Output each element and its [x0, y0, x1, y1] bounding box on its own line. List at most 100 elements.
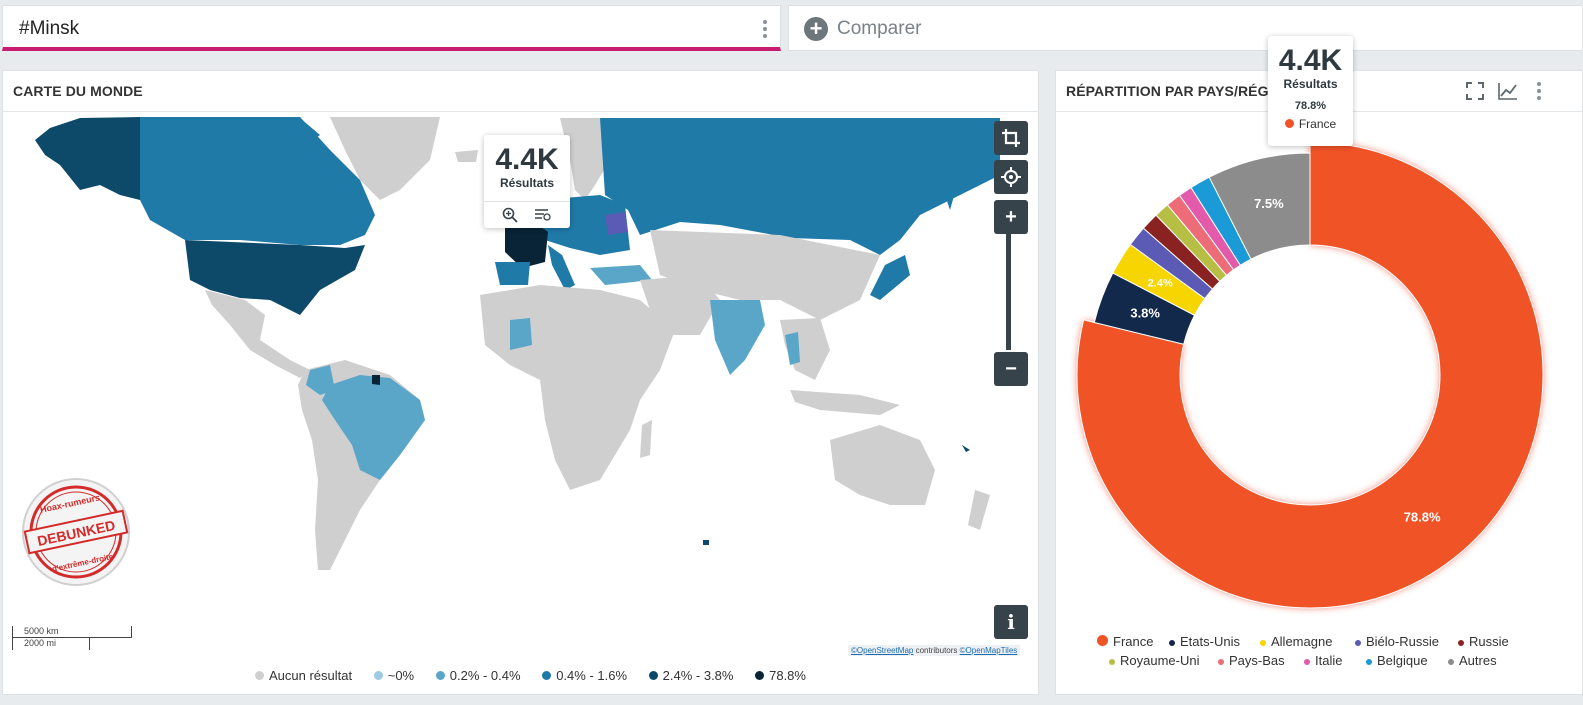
map-region-usa: [185, 240, 365, 315]
crop-icon: [1002, 129, 1020, 147]
map-region-central-asia: [650, 230, 880, 320]
legend-dot: [755, 671, 765, 680]
zoom-in-button[interactable]: +: [994, 200, 1028, 234]
country-donut-chart[interactable]: 78.8% 3.8% 2.4% 7.5%: [1055, 130, 1583, 630]
map-region-france: [505, 222, 548, 268]
query-tab[interactable]: #Minsk: [2, 5, 781, 51]
info-icon[interactable]: i: [994, 605, 1028, 639]
scale-mi: 2000 mi: [12, 638, 90, 650]
donut-slice-autres[interactable]: [1208, 152, 1311, 260]
legend-dot: [1366, 659, 1372, 665]
pie-legend-item[interactable]: Autres: [1448, 653, 1497, 668]
map-region-italy: [548, 245, 575, 290]
pie-legend-item[interactable]: Belgique: [1366, 653, 1428, 668]
map-region-new-zealand: [968, 490, 990, 530]
divider: [3, 111, 1038, 112]
donut-data-label: 2.4%: [1148, 278, 1173, 290]
map-region-india: [710, 300, 765, 375]
map-region-russia: [600, 118, 1000, 255]
filter-list-icon[interactable]: [534, 208, 552, 222]
pie-panel-title: RÉPARTITION PAR PAYS/RÉGI: [1066, 83, 1273, 99]
map-legend: Aucun résultat ~0% 0.2% - 0.4% 0.4% - 1.…: [255, 668, 824, 683]
openmaptiles-link[interactable]: ©OpenMapTiles: [959, 646, 1018, 655]
fullscreen-icon[interactable]: [1466, 82, 1484, 100]
legend-dot: [648, 671, 658, 680]
donut-data-label: 3.8%: [1130, 305, 1160, 320]
legend-dot: [1260, 640, 1266, 646]
map-region-thailand: [785, 332, 800, 365]
legend-dot: [1218, 659, 1224, 665]
add-compare-icon[interactable]: +: [804, 17, 828, 41]
pie-legend-item[interactable]: France: [1097, 634, 1153, 649]
locate-button[interactable]: [994, 160, 1028, 194]
map-region-kamchatka: [940, 175, 960, 210]
legend-dot: [1458, 640, 1464, 646]
line-chart-icon[interactable]: [1498, 82, 1518, 100]
map-legend-item[interactable]: 0.4% - 1.6%: [542, 668, 627, 683]
map-legend-item[interactable]: 78.8%: [755, 668, 806, 683]
donut-data-label: 7.5%: [1254, 196, 1284, 211]
legend-label: Aucun résultat: [269, 668, 353, 683]
map-legend-item[interactable]: Aucun résultat: [255, 668, 352, 683]
map-region-nigeria: [510, 318, 532, 350]
legend-dot: [1448, 659, 1454, 665]
legend-dot: [1304, 659, 1310, 665]
more-vert-icon[interactable]: [1537, 82, 1541, 103]
pie-tooltip: 4.4K Résultats 78.8% France: [1268, 36, 1353, 146]
pie-legend-item[interactable]: Pays-Bas: [1218, 653, 1285, 668]
divider: [484, 201, 570, 202]
legend-label: Belgique: [1377, 653, 1428, 668]
map-legend-item[interactable]: ~0%: [373, 668, 415, 683]
crop-button[interactable]: [994, 121, 1028, 155]
map-region-greenland: [330, 117, 440, 200]
pie-legend-item[interactable]: Biélo-Russie: [1355, 634, 1439, 649]
map-region-indonesia: [790, 390, 900, 415]
legend-label: Allemagne: [1271, 634, 1333, 649]
query-text[interactable]: #Minsk: [19, 18, 80, 39]
legend-dot: [1169, 640, 1175, 646]
zoom-out-button[interactable]: −: [994, 352, 1028, 386]
legend-label: Italie: [1315, 653, 1343, 668]
legend-label: France: [1113, 634, 1154, 649]
legend-label: Russie: [1469, 634, 1509, 649]
pie-legend-item[interactable]: Royaume-Uni: [1109, 653, 1199, 668]
legend-label: Pays-Bas: [1229, 653, 1285, 668]
legend-dot: [373, 671, 383, 680]
map-legend-item[interactable]: 2.4% - 3.8%: [648, 668, 734, 683]
map-region-turkey: [590, 265, 652, 285]
legend-dot: [542, 671, 552, 680]
pie-tooltip-series: France: [1268, 117, 1353, 131]
map-tooltip-value: 4.4K: [495, 143, 559, 176]
donut-slice-france[interactable]: [1076, 141, 1544, 609]
legend-dot: [435, 671, 445, 680]
legend-label: 0.4% - 1.6%: [556, 668, 628, 683]
pie-legend-item[interactable]: Italie: [1304, 653, 1342, 668]
legend-label: Biélo-Russie: [1366, 634, 1439, 649]
legend-label: Autres: [1459, 653, 1497, 668]
map-region-mexico: [205, 290, 310, 378]
compare-label[interactable]: Comparer: [837, 18, 922, 39]
legend-label: 2.4% - 3.8%: [662, 668, 734, 683]
map-region-spain: [495, 262, 530, 285]
world-map[interactable]: [0, 0, 1040, 700]
map-region-madagascar: [640, 420, 652, 458]
pie-legend-item[interactable]: Russie: [1458, 634, 1509, 649]
map-tooltip: 4.4K Résultats: [484, 135, 570, 228]
pie-legend-item[interactable]: Etats-Unis: [1169, 634, 1240, 649]
query-menu-icon[interactable]: [763, 20, 767, 41]
legend-label: ~0%: [387, 668, 415, 683]
map-region-africa: [480, 285, 675, 490]
compare-tab[interactable]: + Comparer: [788, 5, 1583, 51]
pie-tooltip-country: France: [1298, 117, 1337, 131]
zoom-in-icon[interactable]: [502, 207, 518, 223]
scale-km: 5000 km: [12, 626, 132, 638]
zoom-slider[interactable]: [1006, 234, 1011, 350]
legend-dot: [1109, 659, 1115, 665]
legend-dot: [1284, 119, 1294, 128]
legend-label: 78.8%: [769, 668, 806, 683]
osm-link[interactable]: ©OpenStreetMap: [851, 646, 914, 655]
map-region-colombia: [306, 365, 335, 395]
map-legend-item[interactable]: 0.2% - 0.4%: [435, 668, 521, 683]
legend-label: Royaume-Uni: [1120, 653, 1200, 668]
pie-legend-item[interactable]: Allemagne: [1260, 634, 1332, 649]
